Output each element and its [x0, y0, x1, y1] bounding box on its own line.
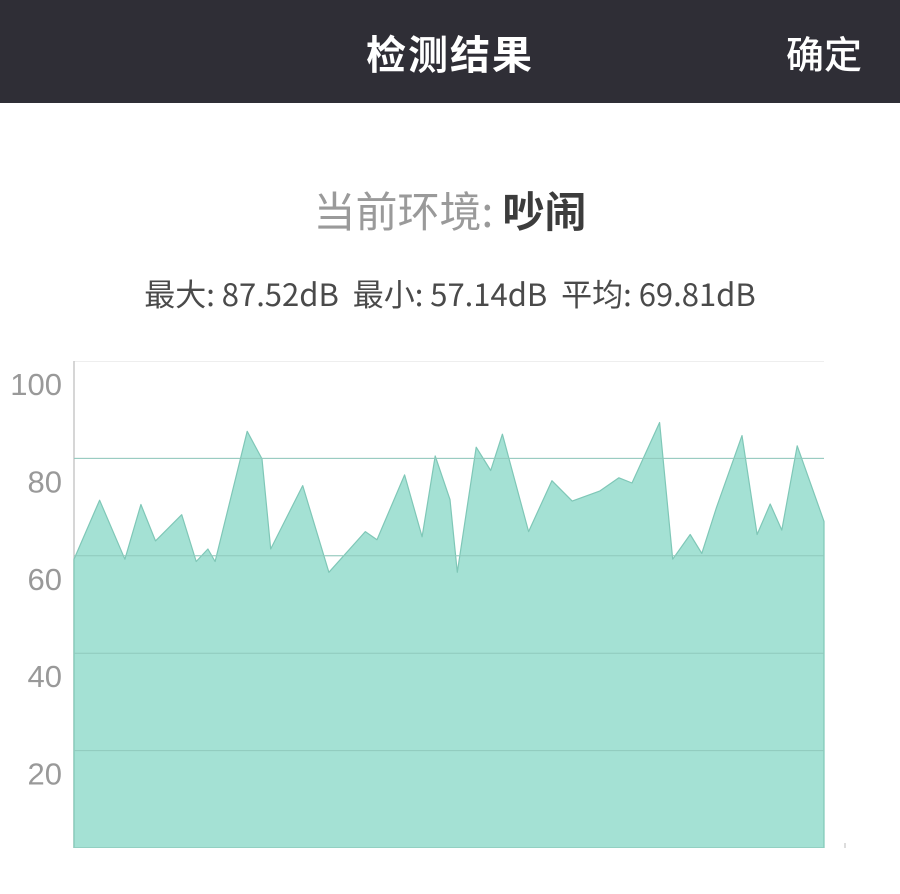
svg-text:40: 40 [28, 659, 62, 694]
svg-text:80: 80 [28, 464, 62, 499]
svg-text:60: 60 [28, 562, 62, 597]
svg-text:100: 100 [10, 367, 62, 402]
svg-text:20: 20 [28, 757, 62, 792]
